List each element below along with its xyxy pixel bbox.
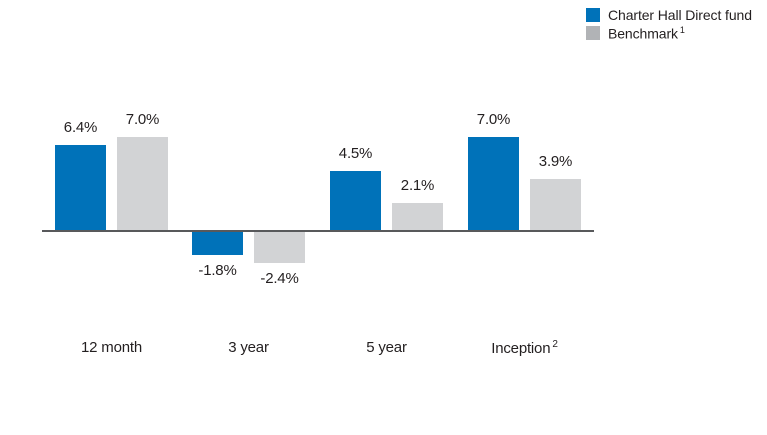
x-axis-label-3-year: 3 year (228, 339, 269, 356)
legend-item-fund: Charter Hall Direct fund (586, 6, 752, 24)
value-label-charter-hall-direct-fund-5-year: 4.5% (338, 145, 373, 162)
x-axis-line (42, 230, 594, 232)
inception-footnote-marker: 2 (552, 339, 558, 350)
x-axis-label-inception: Inception 2 (491, 339, 558, 357)
legend-item-benchmark: Benchmark 1 (586, 24, 752, 42)
fund-color-swatch-icon (586, 8, 600, 22)
bar-benchmark-inception (530, 179, 581, 231)
bar-charter-hall-direct-fund-12-month (55, 145, 106, 231)
bar-charter-hall-direct-fund-inception (468, 137, 519, 231)
bar-benchmark-3-year (254, 231, 305, 263)
bar-charter-hall-direct-fund-5-year (330, 171, 381, 231)
value-label-benchmark-5-year: 2.1% (400, 177, 435, 194)
benchmark-footnote-marker: 1 (679, 24, 685, 35)
benchmark-color-swatch-icon (586, 26, 600, 40)
x-axis-label-5-year: 5 year (366, 339, 407, 356)
value-label-benchmark-inception: 3.9% (538, 153, 573, 170)
value-label-charter-hall-direct-fund-inception: 7.0% (476, 111, 511, 128)
value-label-benchmark-12-month: 7.0% (125, 111, 160, 128)
x-axis-label-12-month: 12 month (81, 339, 142, 356)
legend-label-benchmark: Benchmark 1 (608, 24, 685, 42)
value-label-charter-hall-direct-fund-3-year: -1.8% (198, 262, 237, 279)
value-label-charter-hall-direct-fund-12-month: 6.4% (63, 119, 98, 136)
value-label-benchmark-3-year: -2.4% (260, 270, 299, 287)
chart-legend: Charter Hall Direct fund Benchmark 1 (586, 6, 752, 42)
legend-label-fund: Charter Hall Direct fund (608, 7, 752, 23)
bar-benchmark-12-month (117, 137, 168, 231)
bar-benchmark-5-year (392, 203, 443, 231)
bar-charter-hall-direct-fund-3-year (192, 231, 243, 255)
